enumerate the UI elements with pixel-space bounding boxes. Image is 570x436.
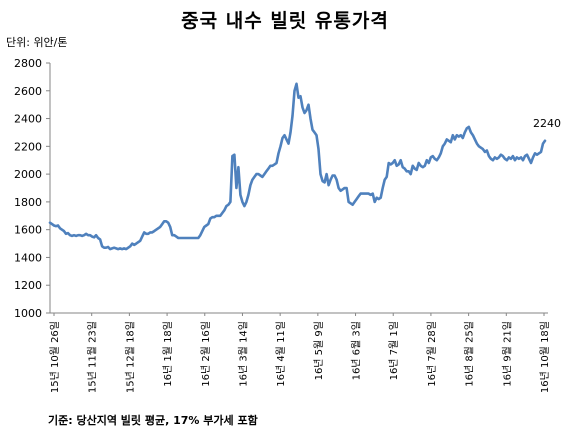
chart-title: 중국 내수 빌릿 유통가격 <box>181 10 389 32</box>
y-tick-label: 2800 <box>14 57 42 70</box>
source-note: 기준: 당산지역 빌릿 평균, 17% 부가세 포함 <box>48 414 258 427</box>
unit-label: 단위: 위안/톤 <box>6 36 68 49</box>
x-tick-label: 15년 12월 18일 <box>124 321 136 393</box>
data-labels: 2240 <box>533 117 561 130</box>
chart-axes <box>49 63 548 314</box>
x-tick-label: 16년 9월 21일 <box>501 321 513 387</box>
x-tick-label: 16년 3월 14일 <box>237 321 249 387</box>
series-line <box>48 82 547 251</box>
x-tick-label: 16년 4월 11일 <box>275 321 287 387</box>
x-tick-label: 16년 8월 25일 <box>464 321 476 387</box>
x-tick-label: 16년 5월 9일 <box>313 321 325 380</box>
y-tick-label: 1800 <box>14 196 42 209</box>
y-axis-ticks: 1000 1200 1400 1600 1800 2000 2200 2400 2600 2800 <box>14 57 50 320</box>
y-tick-label: 2200 <box>14 140 42 153</box>
x-tick-label: 16년 7월 28일 <box>426 321 438 387</box>
x-tick-label: 16년 2월 16일 <box>200 321 212 387</box>
y-tick-label: 2000 <box>14 168 42 181</box>
data-label-last: 2240 <box>533 117 561 130</box>
x-tick-label: 16년 10월 18일 <box>539 321 551 393</box>
x-axis-ticks: 15년 10월 26일 15년 11월 23일 15년 12월 18일 16년 1월 … <box>49 313 551 393</box>
y-tick-label: 2400 <box>14 113 42 126</box>
y-tick-label: 1400 <box>14 251 42 264</box>
x-tick-label: 16년 6월 3일 <box>351 321 363 380</box>
y-tick-label: 2600 <box>14 85 42 98</box>
y-tick-label: 1200 <box>14 279 42 292</box>
series-group <box>48 82 547 251</box>
x-tick-label: 15년 10월 26일 <box>49 321 61 393</box>
y-tick-label: 1600 <box>14 224 42 237</box>
y-tick-label: 1000 <box>14 307 42 320</box>
x-tick-label: 15년 11월 23일 <box>87 321 99 393</box>
x-tick-label: 16년 1월 18일 <box>162 321 174 387</box>
x-tick-label: 16년 7월 1일 <box>388 321 400 380</box>
